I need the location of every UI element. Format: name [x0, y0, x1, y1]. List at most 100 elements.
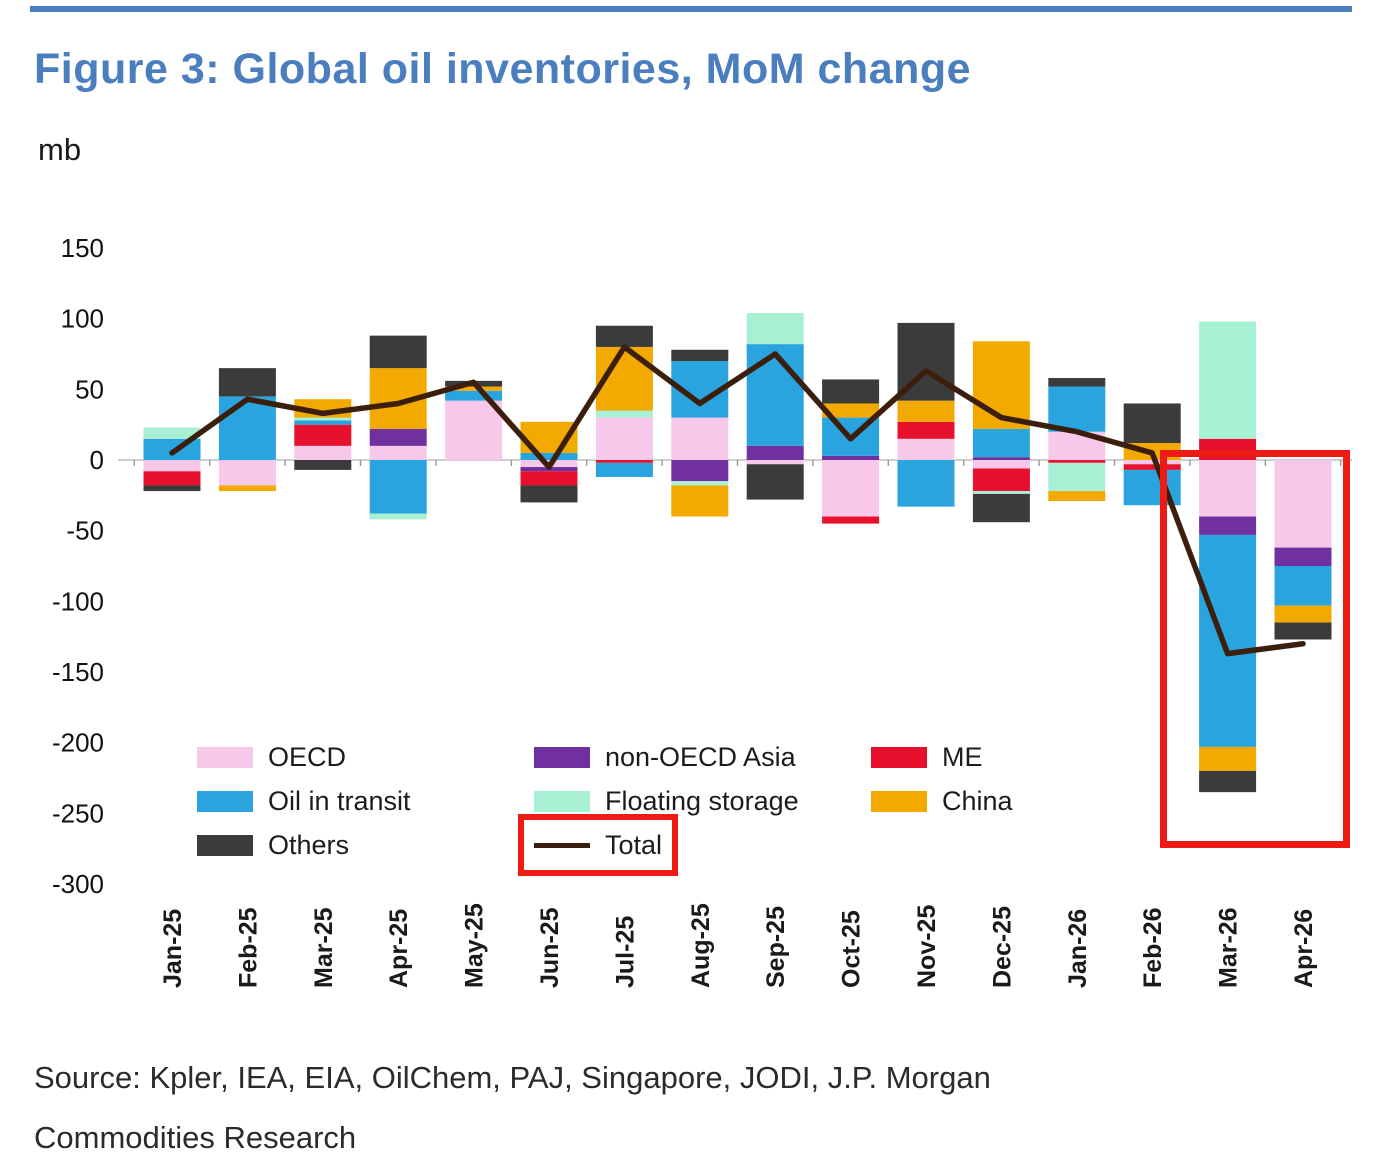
y-axis-tick-label: -50 — [66, 516, 104, 546]
bar-segment — [218, 368, 276, 397]
total-line — [169, 344, 1306, 657]
bar-segment — [897, 421, 955, 439]
bar-segment — [1274, 460, 1332, 548]
bar-segment — [972, 491, 1030, 494]
legend-color-swatch-icon — [197, 790, 253, 812]
bar-segment — [897, 438, 955, 460]
bar-segment — [1199, 321, 1257, 439]
x-axis-label: Mar-25 — [310, 907, 338, 988]
bar-segment — [972, 341, 1030, 429]
bar-segment — [218, 396, 276, 460]
legend-item-china: China — [871, 786, 1013, 816]
legend-color-swatch-icon — [534, 746, 590, 768]
bar-segment — [671, 460, 729, 482]
x-axis-label: Aug-25 — [687, 903, 715, 988]
legend-item-others: Others — [197, 830, 349, 860]
legend-color-swatch-icon — [871, 790, 927, 812]
bar-segment — [671, 417, 729, 460]
bar-segment — [746, 445, 804, 460]
y-axis-tick-label: -100 — [52, 586, 104, 616]
bar-segment — [897, 400, 955, 422]
legend-item-oecd: OECD — [197, 742, 346, 772]
bar-segment — [822, 403, 880, 418]
legend-item-total: Total — [517, 814, 679, 876]
bar-segment — [294, 420, 352, 425]
y-axis-tick-label: 0 — [90, 445, 104, 475]
bar-segment — [746, 313, 804, 345]
x-axis-label: Jan-26 — [1064, 909, 1092, 988]
bar-segment — [1199, 770, 1257, 793]
bar-segment — [143, 427, 201, 439]
y-axis-tick-label: -150 — [52, 657, 104, 687]
legend-label: Floating storage — [605, 785, 799, 816]
legend-line-swatch-icon — [534, 842, 590, 848]
x-axis-label: Feb-25 — [234, 907, 262, 988]
legend-label: Total — [605, 829, 663, 860]
source-text: Source: Kpler, IEA, EIA, OilChem, PAJ, S… — [34, 1048, 1354, 1168]
bar-segment — [445, 386, 503, 391]
bar-segment — [369, 513, 427, 520]
x-axis-label: Sep-25 — [762, 906, 790, 988]
bar-segment — [445, 400, 503, 460]
bar-segment — [218, 460, 276, 486]
bar-segment — [595, 462, 653, 477]
bar-segment — [822, 455, 880, 460]
bar-segment — [520, 452, 578, 460]
bar-segment — [822, 460, 880, 517]
legend-item-non-oecd-asia: non-OECD Asia — [534, 742, 796, 772]
bar-segment — [294, 424, 352, 446]
bar-segment — [1048, 378, 1106, 387]
legend-item-me: ME — [871, 742, 983, 772]
legend-label: OECD — [268, 741, 347, 772]
legend: OECD non-OECD Asia ME Oil in transit Floatin… — [197, 742, 1107, 876]
y-axis-unit-label: mb — [38, 132, 82, 167]
bar-segment — [1199, 746, 1257, 771]
bar-segment — [369, 428, 427, 446]
bar-segment — [520, 471, 578, 486]
legend-color-swatch-icon — [534, 790, 590, 812]
bar-segment — [671, 481, 729, 486]
bar-segment — [520, 485, 578, 503]
x-axis-label: Dec-25 — [988, 906, 1016, 988]
x-axis-label: Feb-26 — [1139, 907, 1167, 988]
bar-segment — [972, 428, 1030, 458]
bar-segment — [369, 460, 427, 514]
x-axis-label: Apr-25 — [385, 909, 413, 988]
x-axis-label: Oct-25 — [838, 910, 866, 988]
bar-segment — [1199, 516, 1257, 535]
bar-segment — [369, 445, 427, 460]
bar-segment — [746, 460, 804, 465]
bar-segment — [1199, 438, 1257, 460]
x-axis-label: Mar-26 — [1215, 907, 1243, 988]
bar-segment — [671, 349, 729, 362]
y-axis-tick-label: 150 — [61, 233, 104, 263]
y-axis-tick-label: -250 — [52, 798, 104, 828]
bar-segment — [445, 390, 503, 401]
bar-segment — [595, 460, 653, 463]
bar-segment — [595, 417, 653, 460]
bar-segment — [822, 379, 880, 404]
y-axis-tick-label: -300 — [52, 869, 104, 899]
bar-segment — [1274, 566, 1332, 606]
bar-segment — [1048, 491, 1106, 501]
bar-segment — [1123, 460, 1181, 465]
bar-segment — [143, 460, 201, 472]
bar-segment — [1123, 403, 1181, 444]
bar-segment — [218, 485, 276, 492]
bar-segment — [143, 485, 201, 492]
chart-canvas: 150 100 50 0 -50 -100 -150 -200 -250 -300 Jan-25 Fe… — [52, 233, 1352, 988]
bar-segment — [972, 460, 1030, 469]
top-divider-rule — [30, 6, 1352, 12]
y-axis-tick-label: 50 — [75, 374, 104, 404]
bar-segment — [1048, 386, 1106, 432]
bar-segment — [972, 468, 1030, 492]
legend-item-floating-storage: Floating storage — [534, 786, 799, 816]
source-line-1: Source: Kpler, IEA, EIA, OilChem, PAJ, S… — [34, 1060, 991, 1095]
bar-segment — [972, 493, 1030, 523]
bar-segment — [294, 445, 352, 460]
bar-segment — [294, 417, 352, 421]
x-axis-label: Jun-25 — [536, 907, 564, 988]
y-axis-tick-label: -200 — [52, 728, 104, 758]
legend-color-swatch-icon — [871, 746, 927, 768]
bar-segment — [1274, 547, 1332, 566]
